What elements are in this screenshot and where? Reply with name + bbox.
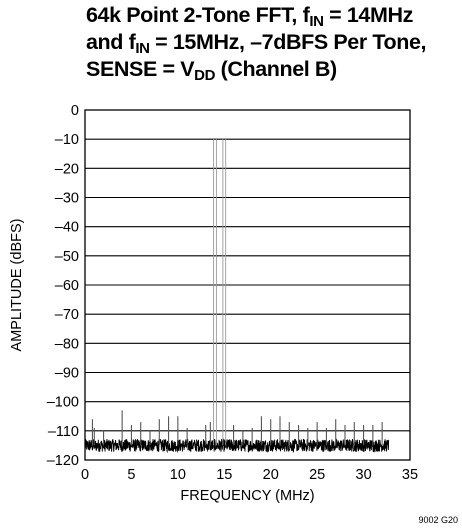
title-subscript: DD (194, 67, 216, 84)
title-text: = 15MHz, –7dBFS Per Tone, (149, 30, 427, 54)
x-tick-label: 0 (81, 467, 89, 483)
y-tick-label: –60 (55, 278, 79, 294)
y-tick-label: –90 (55, 366, 79, 382)
title-text: SENSE = V (86, 57, 195, 81)
title-text: and f (86, 30, 136, 54)
y-tick-label: –70 (55, 307, 79, 323)
title-text: (Channel B) (215, 57, 338, 81)
y-axis-label: AMPLITUDE (dBFS) (9, 219, 25, 352)
title-text: 64k Point 2-Tone FFT, f (86, 3, 310, 27)
chart-title: 64k Point 2-Tone FFT, fIN = 14MHz and fIN… (86, 2, 458, 83)
y-tick-label: –100 (47, 395, 79, 411)
y-tick-label: –30 (55, 191, 79, 207)
title-text: = 14MHz (323, 3, 413, 27)
x-tick-label: 20 (263, 467, 279, 483)
x-tick-label: 35 (402, 467, 418, 483)
x-tick-label: 15 (216, 467, 232, 483)
noise-floor-trace (84, 437, 390, 454)
x-tick-labels: 0 5 10 15 20 25 30 35 (81, 467, 418, 483)
y-tick-labels: 0 –10 –20 –30 –40 –50 –60 –70 –80 –90 –100 –110 –120 (47, 103, 79, 469)
y-tick-label: –20 (55, 161, 79, 177)
y-tick-label: –50 (55, 249, 79, 265)
plot-frame (84, 109, 411, 461)
title-line: SENSE = VDD (Channel B) (86, 56, 458, 83)
grid-lines (85, 138, 410, 432)
x-axis-label: FREQUENCY (MHz) (180, 488, 314, 504)
title-line: 64k Point 2-Tone FFT, fIN = 14MHz (86, 2, 458, 29)
title-subscript: IN (309, 13, 324, 30)
y-tick-label: –80 (55, 336, 79, 352)
title-line: and fIN = 15MHz, –7dBFS Per Tone, (86, 29, 458, 56)
x-tick-label: 25 (309, 467, 325, 483)
y-tick-label: –10 (55, 132, 79, 148)
tone-peaks (213, 139, 227, 446)
title-subscript: IN (135, 40, 150, 57)
x-tick-label: 30 (356, 467, 372, 483)
y-tick-label: –110 (48, 424, 79, 440)
y-tick-label: 0 (71, 103, 79, 119)
fft-trace (84, 410, 390, 454)
figure-id: 9002 G20 (418, 515, 458, 525)
y-tick-label: –40 (55, 220, 79, 236)
x-tick-label: 5 (127, 467, 135, 483)
y-tick-label: –120 (47, 453, 79, 469)
x-tick-label: 10 (170, 467, 186, 483)
